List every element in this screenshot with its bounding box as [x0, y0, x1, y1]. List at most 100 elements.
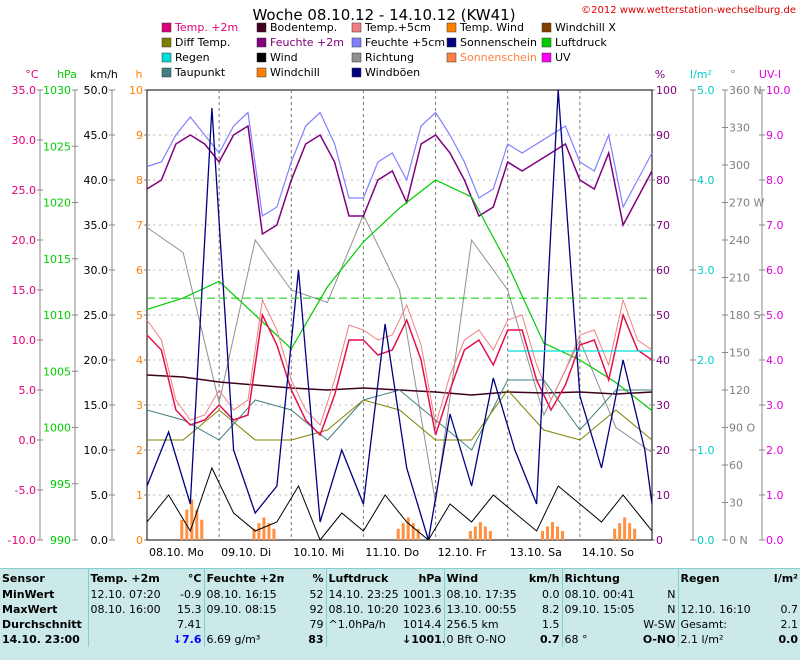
- axis-tick-label: 1030: [43, 84, 71, 97]
- legend-swatch: [351, 52, 362, 63]
- axis-tick-label: 7: [136, 219, 143, 232]
- x-tick-label: 14.10. So: [582, 546, 634, 559]
- axis-tick-label: 30: [729, 497, 743, 510]
- current-timestamp: 14.10. 23:00: [2, 633, 80, 646]
- axis-tick-label: 300: [729, 159, 750, 172]
- direction-header: Richtung: [561, 569, 640, 587]
- axis-tick-label: 1000: [43, 422, 71, 435]
- cell: ^1.0hPa/h: [325, 617, 400, 632]
- legend-swatch: [256, 22, 267, 33]
- legend-swatch: [351, 37, 362, 48]
- axis-tick-label: 30.0: [12, 134, 37, 147]
- axis-unit-label: hPa: [57, 68, 77, 81]
- axis-tick-label: 20: [656, 444, 670, 457]
- cell: 1001.3: [403, 588, 442, 601]
- axis-tick-label: 10.0: [766, 84, 791, 97]
- temp-header: Temp. +2m: [87, 569, 160, 587]
- axis-tick-label: 5.0: [19, 384, 37, 397]
- axis-tick-label: 4.0: [766, 354, 784, 367]
- sunshine-bar: [411, 523, 415, 540]
- cell: 14.10. 23:25: [325, 587, 400, 602]
- axis-tick-label: 1: [136, 489, 143, 502]
- cell: N: [667, 588, 676, 601]
- cell: 68 °: [561, 632, 640, 647]
- sunshine-bar: [257, 523, 261, 540]
- sunshine-bar: [551, 522, 554, 540]
- cell: 7.41: [177, 618, 202, 631]
- axis-tick-label: 6.0: [766, 264, 784, 277]
- humidity2m-line: [146, 124, 653, 236]
- axis-tick-label: 5.0: [91, 489, 109, 502]
- axis-tick-label: 150: [729, 347, 750, 360]
- axis-tick-label: 60: [729, 459, 743, 472]
- sunshine-bar: [623, 517, 627, 540]
- cell: Gesamt:: [677, 617, 758, 632]
- legend-label: UV: [555, 51, 571, 64]
- sunshine-bar: [546, 526, 549, 540]
- axis-tick-label: 90 O: [729, 422, 755, 435]
- axis-tick-label: 25.0: [12, 184, 37, 197]
- legend-swatch: [256, 67, 267, 78]
- sunshine-bar: [401, 523, 405, 540]
- axis-tick-label: 2: [136, 444, 143, 457]
- axis-tick-label: 180 S: [729, 309, 760, 322]
- axis-tick-label: 20.0: [84, 354, 109, 367]
- axis-tick-label: 1005: [43, 365, 71, 378]
- row-label: MinWert: [2, 588, 55, 601]
- axis-unit-label: h: [136, 68, 143, 81]
- cell: 0.0: [542, 588, 560, 601]
- axis-tick-label: 20.0: [12, 234, 37, 247]
- legend-swatch: [541, 52, 552, 63]
- summary-row-avg: Durchschnitt 7.41 79 ^1.0hPa/h 1014.4 25…: [0, 617, 800, 632]
- cell: 0.7: [540, 633, 560, 646]
- axis-tick-label: 3: [136, 399, 143, 412]
- cell: 6.69 g/m³: [203, 632, 284, 647]
- axis-tick-label: 1.0: [766, 489, 784, 502]
- sunshine-bar: [468, 531, 472, 540]
- summary-header-row: Sensor Temp. +2m °C Feuchte +2m % Luftdr…: [0, 569, 800, 587]
- sunshine-bar: [416, 528, 420, 540]
- sunshine-bar: [478, 522, 482, 540]
- cell: 09.10. 15:05: [561, 602, 640, 617]
- legend-label: Windchill X: [555, 21, 616, 34]
- legend-label: Wind: [270, 51, 298, 64]
- axis-unit-label: l/m²: [690, 68, 712, 81]
- humidity-unit: %: [312, 571, 324, 585]
- sunshine-bar: [267, 523, 271, 540]
- axis-tick-label: 40: [656, 354, 670, 367]
- x-axis-labels: 08.10. Mo 09.10. Di 10.10. Mi 11.10. Do 12.1…: [149, 546, 634, 559]
- cell: [87, 617, 160, 632]
- legend-label: Taupunkt: [174, 66, 226, 79]
- legend-label: Sonnenschein: [460, 51, 537, 64]
- axis-unit-label: %: [655, 68, 665, 81]
- axis-tick-label: 50: [656, 309, 670, 322]
- axis-tick-label: 990: [50, 534, 71, 547]
- axis-tick-label: 35.0: [84, 219, 109, 232]
- pressure-header: Luftdruck: [325, 569, 400, 587]
- sunshine-bar: [262, 517, 266, 540]
- cell: 09.10. 08:15: [203, 602, 284, 617]
- cell: 1014.4: [403, 618, 442, 631]
- legend-swatch: [446, 37, 457, 48]
- axis-unit-label: km/h: [90, 68, 118, 81]
- wind-header: Wind: [443, 569, 516, 587]
- cell: [203, 617, 284, 632]
- legend-label: Temp. Wind: [459, 21, 524, 34]
- cell: 0.7: [780, 603, 799, 616]
- axis-tick-label: 40.0: [84, 174, 109, 187]
- cell: 15.3: [177, 603, 202, 616]
- cell: 92: [309, 603, 324, 616]
- rain-unit: l/m²: [773, 571, 798, 585]
- cell: 0 Bft O-NO: [443, 632, 516, 647]
- sunshine-bar: [541, 531, 544, 540]
- legend: Temp. +2m Bodentemp. Temp.+5cm Temp. Wind Wi…: [161, 21, 616, 79]
- x-tick-label: 08.10. Mo: [149, 546, 204, 559]
- axis-tick-label: 0.0: [766, 534, 784, 547]
- axis-tick-label: 45.0: [84, 129, 109, 142]
- sunshine-bar: [488, 531, 492, 540]
- cell: 13.10. 00:55: [443, 602, 516, 617]
- axis-tick-label: 0.0: [19, 434, 37, 447]
- axis-tick-label: 1020: [43, 197, 71, 210]
- cell: 83: [308, 633, 324, 646]
- legend-swatch: [351, 22, 362, 33]
